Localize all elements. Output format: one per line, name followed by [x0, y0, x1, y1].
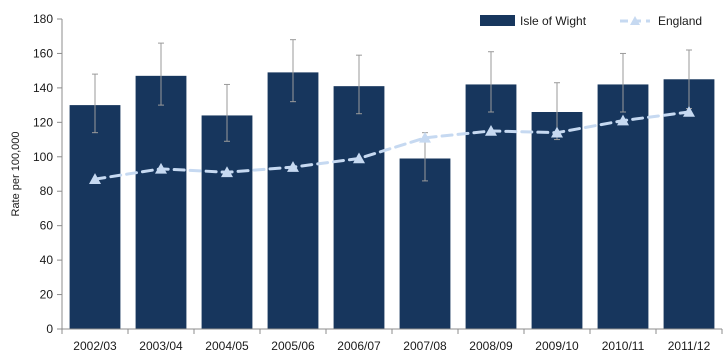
- y-tick-label: 40: [40, 253, 54, 267]
- x-axis: 2002/03 2003/04 2004/05 2005/06 2006/07 2007/…: [61, 328, 723, 353]
- england-line: [89, 106, 695, 184]
- england-point: [221, 166, 233, 178]
- bar: [531, 112, 583, 329]
- x-tick-label: 2003/04: [139, 339, 183, 353]
- bar: [333, 86, 385, 330]
- x-tick-label: 2004/05: [205, 339, 249, 353]
- legend-swatch-isle-of-wight: [480, 15, 515, 26]
- y-tick-label: 20: [40, 288, 54, 302]
- england-point: [89, 173, 101, 184]
- england-point: [287, 161, 299, 172]
- england-point: [155, 162, 167, 174]
- x-tick-label: 2007/08: [403, 339, 447, 353]
- bars: [69, 72, 715, 330]
- x-tick-label: 2010/11: [602, 339, 645, 353]
- bar: [201, 115, 253, 329]
- bar: [399, 158, 451, 329]
- y-tick-label: 0: [46, 322, 53, 336]
- bar: [69, 105, 121, 329]
- y-tick-label: 140: [33, 81, 53, 95]
- y-tick-label: 80: [40, 184, 54, 198]
- england-point: [683, 106, 695, 117]
- legend: Isle of Wight England: [480, 14, 702, 28]
- x-tick-label: 2005/06: [271, 339, 315, 353]
- england-point: [617, 114, 629, 126]
- england-series-line: [93, 110, 691, 181]
- y-tick-label: 60: [40, 219, 54, 233]
- x-tick-label: 2009/10: [535, 339, 579, 353]
- y-axis-title: Rate per 100,000: [10, 131, 22, 216]
- y-tick-label: 120: [33, 115, 53, 129]
- y-tick-label: 160: [33, 46, 53, 60]
- legend-label-england: England: [658, 14, 702, 28]
- england-point: [485, 124, 497, 136]
- england-point: [353, 152, 365, 164]
- bar: [267, 72, 319, 329]
- y-axis: 0 20 40 60 80 100 120 140 160 180: [33, 12, 63, 336]
- y-tick-label: 100: [33, 150, 53, 164]
- legend-marker-england: [630, 16, 640, 25]
- y-tick-label: 180: [33, 12, 53, 26]
- x-tick-label: 2008/09: [469, 339, 513, 353]
- bar: [135, 75, 187, 329]
- england-point: [551, 126, 563, 138]
- england-point: [419, 131, 431, 143]
- x-tick-label: 2002/03: [73, 339, 117, 353]
- legend-label-isle-of-wight: Isle of Wight: [520, 14, 587, 28]
- bar: [663, 79, 715, 330]
- x-tick-label: 2006/07: [337, 339, 381, 353]
- x-tick-label: 2011/12: [668, 339, 711, 353]
- bar: [465, 84, 517, 329]
